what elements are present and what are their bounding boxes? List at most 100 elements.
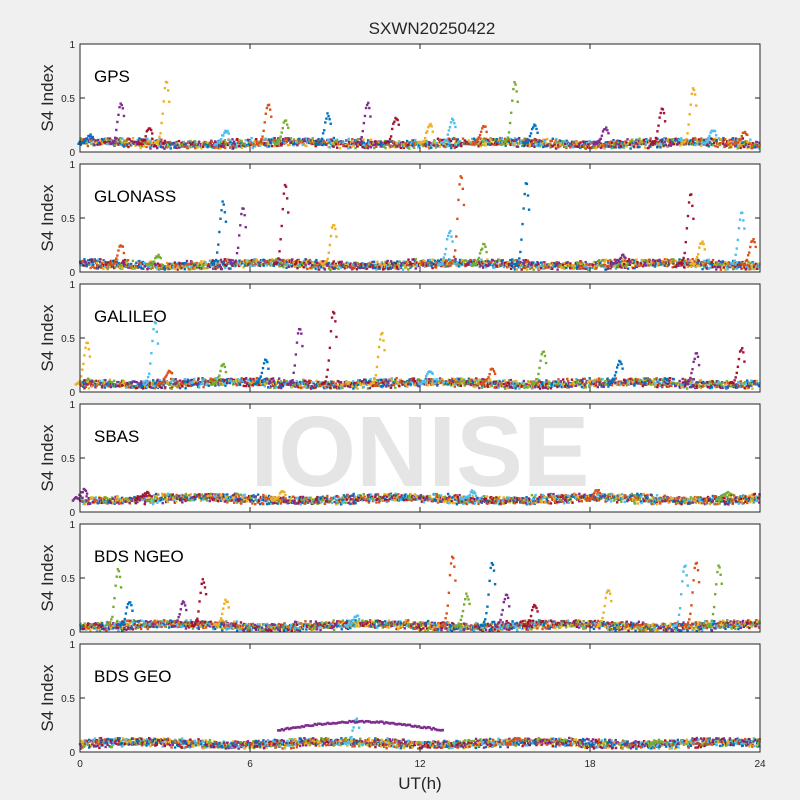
- data-point: [211, 267, 215, 270]
- data-point: [497, 143, 501, 146]
- spike-point: [701, 240, 704, 243]
- spike-point: [118, 106, 121, 109]
- data-point: [277, 262, 281, 265]
- data-point: [643, 261, 647, 265]
- data-point: [549, 139, 552, 143]
- data-point: [729, 145, 733, 149]
- data-point: [523, 261, 526, 264]
- data-point: [498, 138, 501, 142]
- data-point: [173, 263, 176, 266]
- data-point: [291, 258, 294, 261]
- spike-point: [514, 264, 518, 267]
- data-point: [99, 138, 102, 142]
- spike-point: [684, 140, 687, 143]
- data-point: [395, 263, 398, 266]
- data-point: [186, 378, 190, 381]
- spike-point: [536, 131, 539, 134]
- data-point: [89, 382, 92, 385]
- data-point: [111, 380, 114, 384]
- data-point: [328, 146, 331, 149]
- data-point: [258, 264, 262, 268]
- data-point: [482, 260, 485, 263]
- data-point: [499, 139, 502, 142]
- data-point: [148, 383, 151, 387]
- data-point: [428, 147, 431, 150]
- spike-point: [447, 129, 451, 132]
- data-point: [517, 136, 521, 140]
- data-point: [261, 142, 264, 145]
- data-point: [267, 142, 270, 145]
- data-point: [562, 265, 566, 269]
- data-point: [248, 261, 251, 264]
- spike-point: [112, 140, 116, 143]
- data-point: [293, 262, 296, 265]
- data-point: [350, 265, 353, 268]
- data-point: [129, 266, 132, 270]
- data-point: [103, 386, 107, 389]
- data-point: [158, 267, 161, 270]
- data-point: [253, 379, 256, 383]
- data-point: [241, 143, 245, 147]
- data-point: [251, 146, 254, 150]
- data-point: [603, 263, 607, 267]
- data-point: [714, 144, 717, 148]
- spike-point: [116, 120, 119, 124]
- spike-point: [218, 139, 222, 142]
- data-point: [513, 268, 517, 271]
- data-point: [512, 266, 515, 269]
- data-point: [642, 138, 646, 142]
- data-point: [747, 141, 751, 144]
- data-point: [302, 378, 305, 382]
- data-point: [103, 380, 107, 384]
- data-point: [345, 145, 348, 148]
- scatter-points: [78, 175, 761, 272]
- data-point: [386, 259, 389, 263]
- data-point: [218, 264, 222, 267]
- data-point: [149, 267, 152, 270]
- spike-point: [217, 243, 220, 246]
- data-point: [747, 145, 750, 148]
- data-point: [364, 144, 367, 147]
- data-point: [276, 260, 280, 263]
- data-point: [238, 382, 241, 385]
- data-point: [203, 379, 206, 382]
- data-point: [200, 260, 203, 263]
- data-point: [753, 266, 756, 270]
- spike-point: [703, 248, 706, 251]
- data-point: [586, 146, 590, 149]
- y-axis-label: S4 Index: [38, 184, 57, 252]
- spike-point: [732, 262, 735, 266]
- data-point: [101, 264, 104, 268]
- data-point: [584, 260, 587, 264]
- data-point: [180, 145, 184, 148]
- spike-point: [281, 126, 285, 130]
- data-point: [496, 265, 500, 268]
- data-point: [119, 140, 122, 143]
- data-point: [510, 140, 513, 143]
- data-point: [347, 147, 350, 150]
- spike-point: [746, 253, 750, 257]
- data-point: [280, 261, 283, 264]
- data-point: [619, 259, 622, 263]
- spike-point: [240, 212, 243, 216]
- data-point: [249, 379, 252, 382]
- data-point: [312, 261, 316, 265]
- data-point: [138, 144, 141, 147]
- data-point: [478, 265, 481, 269]
- data-point: [263, 382, 267, 385]
- data-point: [151, 379, 155, 382]
- spike-point: [478, 252, 482, 255]
- spike-point: [322, 264, 325, 267]
- data-point: [87, 261, 91, 265]
- data-point: [694, 137, 697, 141]
- data-point: [321, 260, 325, 263]
- data-point: [179, 262, 182, 265]
- spike-point: [272, 141, 276, 144]
- data-point: [747, 260, 750, 264]
- spike-point: [737, 141, 740, 144]
- data-point: [275, 144, 279, 148]
- data-point: [656, 261, 660, 265]
- spike-point: [656, 130, 659, 133]
- data-point: [450, 137, 454, 141]
- data-point: [232, 146, 235, 149]
